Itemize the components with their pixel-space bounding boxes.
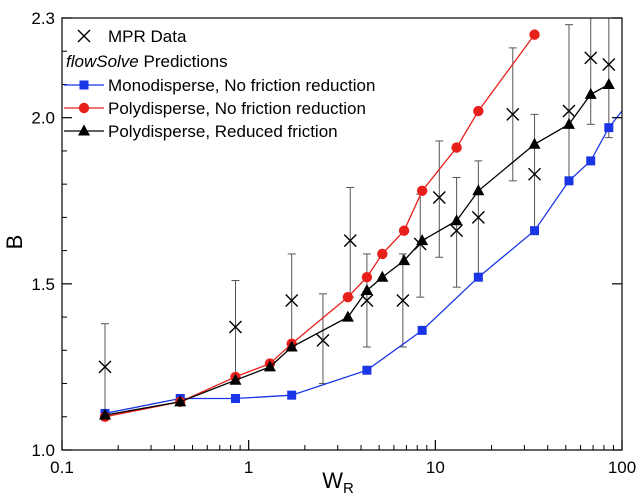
mpr-point bbox=[396, 293, 410, 307]
series-2-point bbox=[529, 29, 540, 40]
legend-entry-mpr: MPR Data bbox=[77, 27, 187, 46]
series-1-point bbox=[604, 123, 614, 133]
series-2-point bbox=[342, 291, 354, 303]
legend: flowSolve Predictions MPR Data Monodisper… bbox=[64, 27, 375, 141]
series-3-point bbox=[285, 340, 298, 352]
series-3-point bbox=[602, 77, 615, 89]
series-3-point bbox=[398, 254, 411, 266]
series-3-point bbox=[562, 117, 575, 129]
legend-entry-series-1: Monodisperse, No friction reduction bbox=[64, 76, 375, 95]
series-1-point bbox=[473, 272, 483, 282]
series-1-point bbox=[362, 365, 372, 375]
legend-entry-series-3: Polydisperse, Reduced friction bbox=[64, 122, 338, 141]
legend-subheading: flowSolve Predictions bbox=[66, 52, 228, 71]
series-3-point bbox=[528, 137, 541, 149]
series-2-point bbox=[361, 272, 373, 283]
y-tick-label: 1.0 bbox=[31, 441, 55, 460]
series-2-point bbox=[451, 142, 462, 153]
x-tick-label: 10 bbox=[426, 458, 445, 477]
y-tick-label: 1.5 bbox=[31, 275, 55, 294]
series-3-point bbox=[472, 184, 485, 196]
legend-series-label: Polydisperse, Reduced friction bbox=[108, 122, 338, 141]
legend-series-label: Polydisperse, No friction reduction bbox=[108, 99, 366, 118]
data-layer bbox=[98, 18, 622, 422]
mpr-point bbox=[98, 360, 112, 374]
series-1-point bbox=[417, 325, 427, 335]
series-3-point bbox=[376, 270, 389, 282]
mpr-point bbox=[432, 190, 446, 204]
mpr-point bbox=[584, 51, 598, 65]
series-3-point bbox=[450, 214, 463, 226]
x-axis-label-main: W bbox=[322, 468, 343, 493]
legend-entry-series-2: Polydisperse, No friction reduction bbox=[64, 99, 366, 118]
mpr-point bbox=[602, 58, 616, 72]
series-2-point bbox=[473, 105, 484, 117]
series-3-point bbox=[341, 310, 354, 322]
mpr-point bbox=[506, 107, 520, 121]
series-3-point bbox=[360, 283, 373, 295]
mpr-point bbox=[285, 293, 299, 307]
legend-subheading-italic: flowSolve bbox=[66, 52, 139, 71]
y-tick-label: 2.0 bbox=[31, 109, 55, 128]
mpr-point bbox=[562, 104, 576, 118]
y-tick-label: 2.3 bbox=[31, 9, 55, 28]
y-axis-label: B bbox=[2, 235, 27, 250]
series-3-point bbox=[584, 87, 597, 99]
x-axis-label-sub: R bbox=[343, 480, 354, 493]
legend-mpr-marker bbox=[77, 29, 91, 43]
plot-frame bbox=[61, 17, 623, 451]
legend-series-marker bbox=[78, 102, 90, 114]
series-1-point bbox=[586, 156, 596, 166]
x-tick-label: 0.1 bbox=[50, 458, 74, 477]
x-tick-label: 100 bbox=[608, 458, 636, 477]
legend-series-marker bbox=[79, 80, 89, 90]
series-3-point bbox=[174, 395, 187, 407]
axes-layer: 0.1 1 10 100 1.0 1.5 2.0 2.3 bbox=[31, 9, 636, 477]
mpr-point bbox=[471, 210, 485, 224]
series-1-point bbox=[564, 176, 574, 186]
legend-series-marker bbox=[78, 124, 90, 136]
x-tick-label: 1 bbox=[244, 458, 253, 477]
series-2-point bbox=[377, 248, 388, 260]
series-3-point bbox=[229, 373, 242, 385]
series-1-point bbox=[530, 226, 540, 236]
series-3-point bbox=[99, 408, 112, 420]
legend-subheading-rest: Predictions bbox=[139, 52, 228, 71]
mpr-point bbox=[528, 167, 542, 181]
series-1-point bbox=[230, 393, 240, 403]
legend-mpr-label: MPR Data bbox=[108, 27, 187, 46]
mpr-point bbox=[450, 224, 464, 238]
series-1-point bbox=[287, 390, 297, 400]
x-axis-label: WR bbox=[322, 468, 354, 493]
mpr-point bbox=[343, 234, 357, 248]
mpr-point bbox=[316, 333, 330, 347]
series-3-point bbox=[263, 360, 276, 372]
series-1-line bbox=[104, 110, 622, 415]
legend-series-label: Monodisperse, No friction reduction bbox=[108, 76, 375, 95]
series-3-point bbox=[416, 234, 429, 246]
plot-area bbox=[98, 18, 622, 422]
mpr-point bbox=[228, 320, 242, 334]
series-2-point bbox=[398, 225, 410, 236]
series-2-point bbox=[416, 185, 428, 196]
series-3-line bbox=[104, 83, 610, 416]
